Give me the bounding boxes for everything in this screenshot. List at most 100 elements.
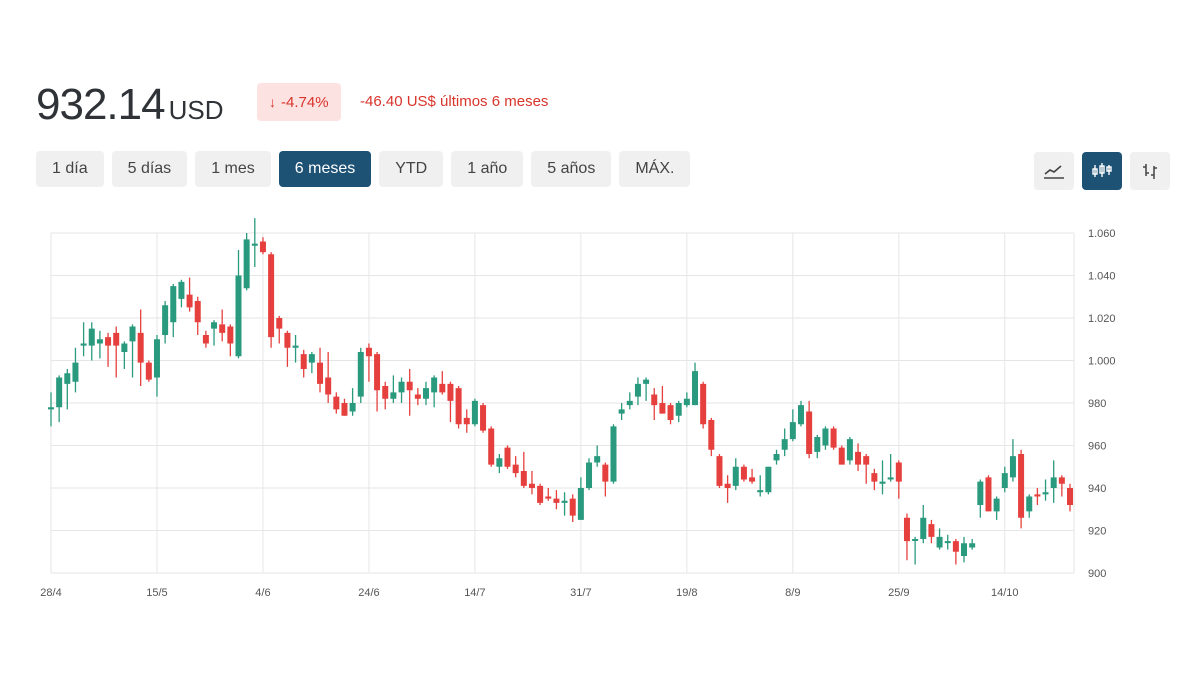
- range-max-button[interactable]: MÁX.: [619, 151, 691, 187]
- range-1-month-button[interactable]: 1 mes: [195, 151, 271, 187]
- y-tick-label: 1.000: [1088, 356, 1116, 368]
- candle-up: [72, 347, 79, 393]
- candle-body: [488, 428, 495, 465]
- x-axis-labels: 28/4 15/5 4/6 24/6 14/7 31/7 19/8 8/9 25/9 14/10: [40, 587, 1018, 599]
- candle-down: [659, 386, 666, 414]
- candle-body: [308, 354, 315, 363]
- candle-body: [537, 485, 544, 503]
- candle-body: [382, 386, 389, 399]
- candle-up: [846, 437, 853, 465]
- candle-up: [634, 377, 641, 406]
- candle-up: [64, 369, 71, 410]
- range-1-year-button[interactable]: 1 año: [451, 151, 524, 187]
- candle-body: [113, 332, 120, 346]
- candle-up: [944, 534, 951, 550]
- candle-body: [64, 373, 71, 384]
- y-tick-label: 1.020: [1088, 313, 1116, 325]
- candle-down: [708, 417, 715, 457]
- candle-down: [268, 252, 275, 348]
- candle-up: [920, 505, 927, 544]
- candle-body: [186, 294, 193, 308]
- candle-body: [170, 286, 177, 323]
- candle-down: [439, 371, 446, 395]
- candle-body: [643, 379, 650, 384]
- line-chart-button[interactable]: [1034, 152, 1074, 190]
- candle-body: [48, 407, 54, 410]
- candle-body: [333, 396, 340, 410]
- candle-up: [961, 536, 968, 563]
- change-percent: -4.74%: [281, 93, 329, 111]
- price-currency: USD: [168, 95, 224, 125]
- candle-body: [455, 388, 462, 425]
- candle-body: [129, 326, 136, 342]
- candle-body: [284, 332, 291, 348]
- range-6-months-button[interactable]: 6 meses: [278, 151, 372, 187]
- candle-up: [48, 392, 54, 427]
- candle-body: [895, 462, 902, 482]
- candle-body: [577, 488, 584, 520]
- candle-up: [610, 424, 617, 484]
- candle-up: [643, 377, 650, 401]
- candle-body: [569, 498, 576, 516]
- range-5-years-button[interactable]: 5 años: [531, 151, 612, 187]
- candle-down: [545, 488, 552, 501]
- candle-down: [455, 386, 462, 429]
- candle-body: [553, 498, 560, 503]
- candle-down: [145, 360, 152, 382]
- candle-body: [96, 339, 103, 344]
- candle-down: [365, 343, 372, 382]
- candle-down: [447, 381, 454, 423]
- range-ytd-button[interactable]: YTD: [379, 151, 444, 187]
- y-tick-label: 1.040: [1088, 271, 1116, 283]
- candle-body: [56, 377, 63, 408]
- candle-body: [887, 477, 894, 480]
- candle-down: [1067, 483, 1073, 512]
- y-tick-label: 920: [1088, 526, 1106, 538]
- y-tick-label: 900: [1088, 568, 1106, 580]
- range-5-days-button[interactable]: 5 días: [111, 151, 188, 187]
- candle-down: [186, 277, 193, 312]
- candle-up: [496, 454, 503, 474]
- candle-up: [757, 475, 764, 497]
- candle-up: [431, 375, 438, 408]
- candle-body: [251, 243, 258, 246]
- candlestick-chart-button[interactable]: [1082, 152, 1122, 190]
- candle-body: [634, 383, 641, 397]
- candle-body: [545, 496, 552, 499]
- candle-up: [879, 460, 886, 495]
- x-tick-label: 28/4: [40, 587, 61, 599]
- candle-body: [618, 409, 625, 414]
- candle-up: [977, 479, 984, 518]
- time-range-selector: 1 día 5 días 1 mes 6 meses YTD 1 año 5 a…: [36, 151, 691, 187]
- candle-up: [765, 466, 772, 495]
- candle-body: [936, 536, 943, 548]
- candle-down: [219, 309, 226, 342]
- candle-body: [422, 388, 429, 399]
- candle-up: [936, 528, 943, 550]
- candle-up: [1042, 479, 1049, 501]
- candle-body: [504, 447, 511, 467]
- candle-body: [357, 352, 364, 397]
- candle-body: [716, 456, 723, 486]
- candle-down: [602, 462, 609, 497]
- candle-down: [480, 403, 487, 433]
- candle-up: [96, 330, 103, 359]
- candle-body: [961, 543, 968, 556]
- candle-up: [243, 233, 250, 291]
- candle-up: [789, 409, 796, 442]
- candle-body: [903, 517, 910, 542]
- candle-down: [667, 403, 674, 425]
- candle-body: [594, 456, 601, 463]
- candle-body: [912, 539, 919, 541]
- candle-down: [325, 352, 332, 403]
- line-chart-icon: [1044, 165, 1064, 179]
- price-value: 932.14: [36, 80, 166, 129]
- candle-body: [1067, 488, 1073, 505]
- candle-body: [325, 377, 332, 395]
- candle-up: [1009, 439, 1016, 482]
- ohlc-bars-button[interactable]: [1130, 152, 1170, 190]
- candle-down: [317, 347, 324, 393]
- candle-down: [463, 409, 470, 433]
- candle-body: [341, 403, 348, 416]
- range-1-day-button[interactable]: 1 día: [36, 151, 104, 187]
